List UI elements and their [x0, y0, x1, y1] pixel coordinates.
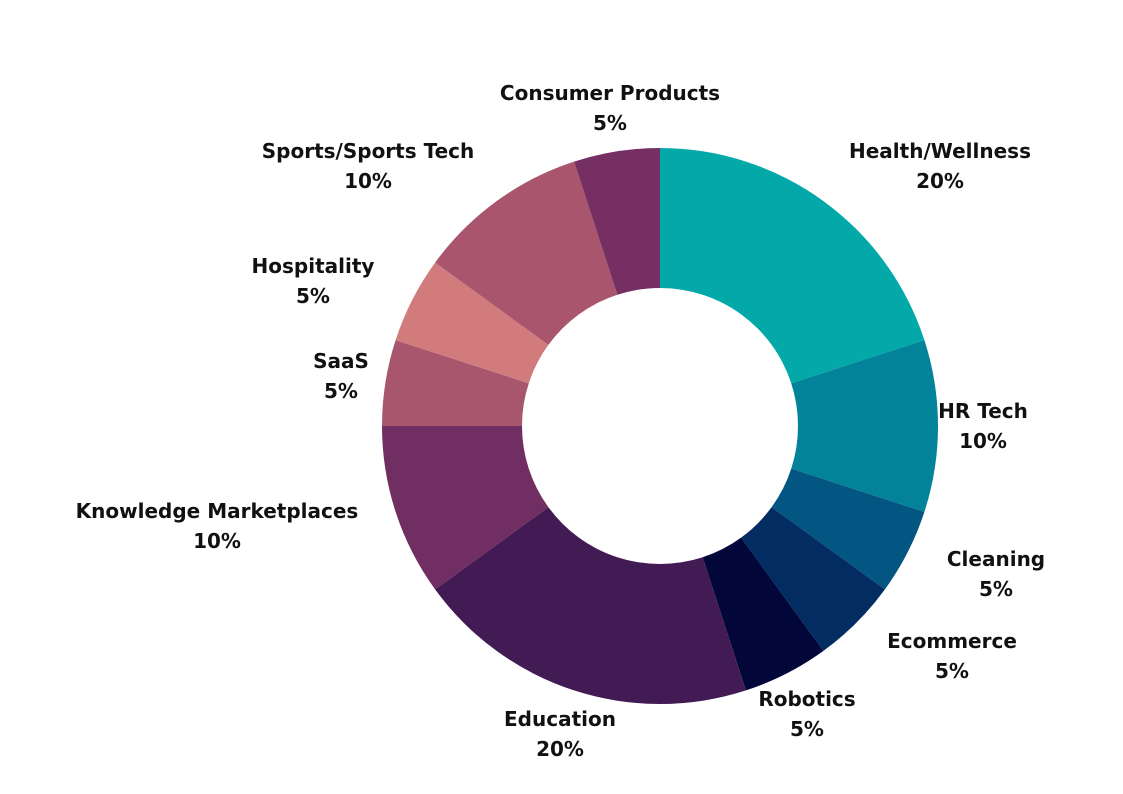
slice-value-saas: 5%	[324, 379, 358, 403]
slice-sports-sports-tech	[435, 161, 618, 345]
slice-value-robotics: 5%	[790, 717, 824, 741]
slice-label-sports-sports-tech: Sports/Sports Tech	[262, 139, 475, 163]
slice-label-hospitality: Hospitality	[252, 254, 375, 278]
slice-label-saas: SaaS	[313, 349, 369, 373]
slice-saas	[382, 340, 529, 426]
slice-label-ecommerce: Ecommerce	[887, 629, 1017, 653]
slice-robotics	[702, 537, 824, 691]
slice-value-hr-tech: 10%	[959, 429, 1007, 453]
slice-hospitality	[395, 262, 549, 384]
slice-hr-tech	[791, 340, 939, 512]
slice-value-consumer-products: 5%	[593, 111, 627, 135]
slice-value-health-wellness: 20%	[916, 169, 964, 193]
slice-value-cleaning: 5%	[979, 577, 1013, 601]
slice-label-consumer-products: Consumer Products	[500, 81, 720, 105]
slice-label-cleaning: Cleaning	[947, 547, 1045, 571]
slice-health-wellness	[660, 148, 925, 384]
slice-label-knowledge-marketplaces: Knowledge Marketplaces	[76, 499, 359, 523]
slice-education	[435, 507, 746, 704]
slice-value-hospitality: 5%	[296, 284, 330, 308]
slices-group	[382, 148, 939, 704]
labels-group: Health/Wellness 20% HR Tech 10% Cleaning 5% Ec…	[76, 81, 1045, 761]
slice-label-robotics: Robotics	[758, 687, 855, 711]
slice-ecommerce	[741, 507, 885, 651]
slice-label-hr-tech: HR Tech	[938, 399, 1028, 423]
slice-consumer-products	[574, 148, 660, 295]
slice-value-knowledge-marketplaces: 10%	[193, 529, 241, 553]
slice-value-sports-sports-tech: 10%	[344, 169, 392, 193]
slice-knowledge-marketplaces	[382, 426, 549, 590]
slice-label-health-wellness: Health/Wellness	[849, 139, 1031, 163]
slice-value-ecommerce: 5%	[935, 659, 969, 683]
slice-cleaning	[771, 468, 925, 590]
slice-label-education: Education	[504, 707, 616, 731]
slice-value-education: 20%	[536, 737, 584, 761]
